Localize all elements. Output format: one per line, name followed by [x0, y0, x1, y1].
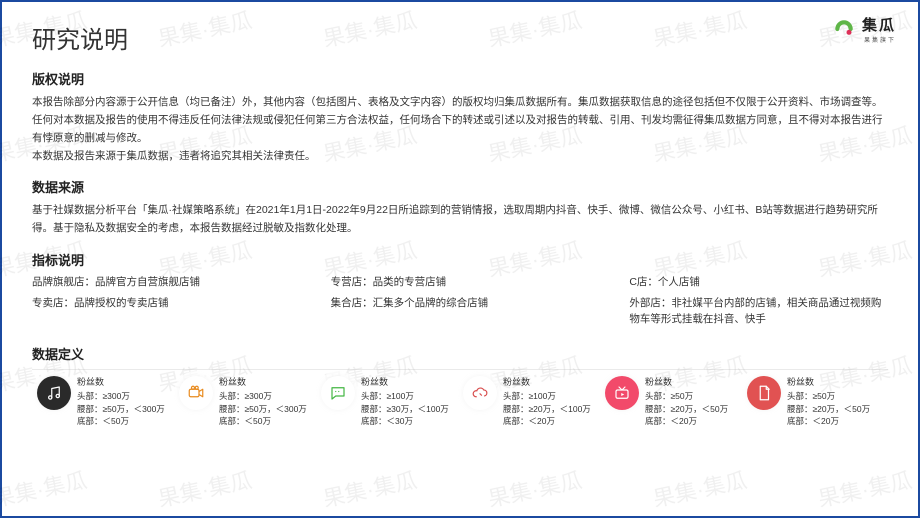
- note-icon: [747, 376, 781, 410]
- section-indicators: 指标说明 品牌旗舰店：品牌官方自营旗舰店铺专卖店：品牌授权的专卖店铺 专营店：品类…: [32, 250, 888, 332]
- metric-card: 粉丝数头部：≥100万腰部：≥30万，＜100万底部：＜30万: [318, 376, 460, 427]
- metric-waist: 腰部：≥50万，＜300万: [77, 403, 165, 415]
- metric-head: 头部：≥100万: [503, 390, 591, 402]
- heading-definitions: 数据定义: [32, 344, 888, 363]
- metric-head: 头部：≥50万: [787, 390, 870, 402]
- metric-waist: 腰部：≥30万，＜100万: [361, 403, 449, 415]
- metric-card: 粉丝数头部：≥300万腰部：≥50万，＜300万底部：＜50万: [176, 376, 318, 427]
- chat-icon: [321, 376, 355, 410]
- metric-card: 粉丝数头部：≥50万腰部：≥20万，＜50万底部：＜20万: [744, 376, 886, 427]
- copyright-paragraph: 本数据及报告来源于集瓜数据，违者将追究其相关法律责任。: [32, 148, 888, 166]
- metric-label: 粉丝数: [645, 376, 728, 389]
- metric-waist: 腰部：≥50万，＜300万: [219, 403, 307, 415]
- copyright-paragraph: 本报告除部分内容源于公开信息（均已备注）外，其他内容（包括图片、表格及文字内容）…: [32, 94, 888, 112]
- source-paragraph: 基于社媒数据分析平台「集瓜·社媒策略系统」在2021年1月1日-2022年9月2…: [32, 202, 888, 238]
- logo-brand: 集瓜: [862, 14, 896, 35]
- tv-icon: [605, 376, 639, 410]
- camera-icon: [179, 376, 213, 410]
- metric-waist: 腰部：≥20万，＜50万: [645, 403, 728, 415]
- brand-logo: 集瓜 果集旗下: [834, 14, 896, 44]
- indicator-item: 专营店：品类的专营店铺: [331, 275, 590, 291]
- section-copyright: 版权说明 本报告除部分内容源于公开信息（均已备注）外，其他内容（包括图片、表格及…: [32, 69, 888, 165]
- cloud-icon: [463, 376, 497, 410]
- metric-label: 粉丝数: [77, 376, 165, 389]
- metric-head: 头部：≥50万: [645, 390, 728, 402]
- metric-card: 粉丝数头部：≥300万腰部：≥50万，＜300万底部：＜50万: [34, 376, 176, 427]
- metric-tail: 底部：＜50万: [77, 415, 165, 427]
- copyright-paragraph: 任何对本数据及报告的使用不得违反任何法律法规或侵犯任何第三方合法权益，任何场合下…: [32, 112, 888, 148]
- metric-tail: 底部：＜50万: [219, 415, 307, 427]
- metric-tail: 底部：＜20万: [645, 415, 728, 427]
- section-definitions: 数据定义 粉丝数头部：≥300万腰部：≥50万，＜300万底部：＜50万粉丝数头…: [32, 344, 888, 427]
- section-source: 数据来源 基于社媒数据分析平台「集瓜·社媒策略系统」在2021年1月1日-202…: [32, 177, 888, 238]
- metric-card: 粉丝数头部：≥50万腰部：≥20万，＜50万底部：＜20万: [602, 376, 744, 427]
- indicator-item: 集合店：汇集多个品牌的综合店铺: [331, 296, 590, 312]
- metric-label: 粉丝数: [219, 376, 307, 389]
- metric-label: 粉丝数: [361, 376, 449, 389]
- metric-head: 头部：≥100万: [361, 390, 449, 402]
- page-title: 研究说明: [32, 20, 888, 55]
- indicator-item: 品牌旗舰店：品牌官方自营旗舰店铺: [32, 275, 291, 291]
- indicator-item: 外部店：非社媒平台内部的店铺，相关商品通过视频购物车等形式挂载在抖音、快手: [629, 296, 888, 328]
- heading-source: 数据来源: [32, 177, 888, 196]
- metric-label: 粉丝数: [503, 376, 591, 389]
- music-icon: [37, 376, 71, 410]
- metric-label: 粉丝数: [787, 376, 870, 389]
- metric-head: 头部：≥300万: [77, 390, 165, 402]
- metric-waist: 腰部：≥20万，＜100万: [503, 403, 591, 415]
- heading-indicators: 指标说明: [32, 250, 888, 269]
- indicator-item: 专卖店：品牌授权的专卖店铺: [32, 296, 291, 312]
- metric-tail: 底部：＜20万: [503, 415, 591, 427]
- metric-tail: 底部：＜30万: [361, 415, 449, 427]
- metric-head: 头部：≥300万: [219, 390, 307, 402]
- logo-tagline: 果集旗下: [862, 35, 896, 44]
- metric-waist: 腰部：≥20万，＜50万: [787, 403, 870, 415]
- metric-card: 粉丝数头部：≥100万腰部：≥20万，＜100万底部：＜20万: [460, 376, 602, 427]
- metric-tail: 底部：＜20万: [787, 415, 870, 427]
- heading-copyright: 版权说明: [32, 69, 888, 88]
- indicator-item: C店：个人店铺: [629, 275, 888, 291]
